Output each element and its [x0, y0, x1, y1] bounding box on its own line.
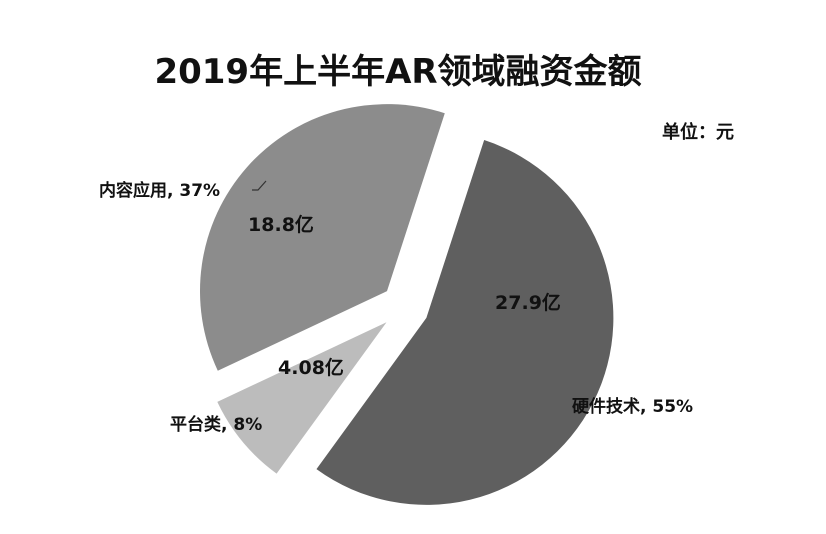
leader-line: [252, 180, 267, 191]
chart-title: 2019年上半年AR领域融资金额: [154, 52, 642, 92]
unit-label: 单位：元: [662, 122, 734, 143]
pie-slice-2: [217, 322, 387, 474]
pie-slice-1: [316, 140, 614, 505]
slice-value-label: 18.8亿: [248, 213, 314, 236]
slice-category-label: 平台类, 8%: [170, 414, 262, 435]
slice-category-label: 内容应用, 37%: [99, 180, 220, 201]
slice-value-label: 4.08亿: [278, 356, 344, 379]
slice-category-label: 硬件技术, 55%: [572, 396, 693, 417]
pie-slice-3: [199, 104, 445, 371]
slice-value-label: 27.9亿: [495, 291, 561, 314]
